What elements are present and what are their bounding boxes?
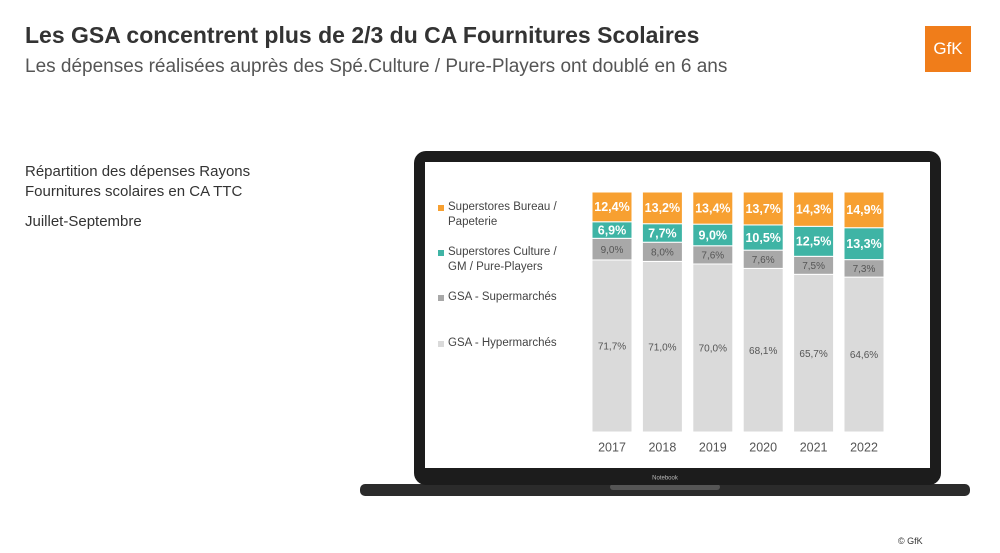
value-label: 68,1% xyxy=(749,346,777,357)
value-label: 7,7% xyxy=(648,226,677,240)
bar-segment xyxy=(641,191,683,225)
legend-label: GSA - Supermarchés xyxy=(448,291,557,303)
value-label: 13,7% xyxy=(745,202,780,216)
bar-segment xyxy=(591,259,633,433)
bar-segment xyxy=(843,191,885,229)
value-label: 6,9% xyxy=(598,223,627,237)
legend-swatch xyxy=(438,341,444,347)
legend-label: Superstores Bureau / Papeterie xyxy=(448,201,557,228)
value-label: 12,5% xyxy=(796,235,831,249)
legend-item: Superstores Bureau / Papeterie xyxy=(438,200,573,230)
value-label: 9,0% xyxy=(601,245,624,256)
value-label: 9,0% xyxy=(699,228,728,242)
legend-swatch xyxy=(438,250,444,256)
value-label: 71,7% xyxy=(598,342,626,353)
legend-label: Superstores Culture / GM / Pure-Players xyxy=(448,246,557,273)
bar-segment xyxy=(793,191,835,227)
x-tick-label: 2017 xyxy=(598,440,626,454)
value-label: 8,0% xyxy=(651,247,674,258)
value-label: 12,4% xyxy=(594,200,629,214)
logo: GfK xyxy=(925,26,971,72)
value-label: 70,0% xyxy=(699,344,727,355)
legend-item: Superstores Culture / GM / Pure-Players xyxy=(438,245,573,275)
x-tick-label: 2021 xyxy=(800,440,828,454)
value-label: 65,7% xyxy=(799,349,827,360)
value-label: 14,3% xyxy=(796,202,831,216)
value-label: 7,5% xyxy=(802,261,825,272)
description: Répartition des dépenses Rayons Fournitu… xyxy=(25,163,251,200)
legend-item: GSA - Supermarchés xyxy=(438,290,573,305)
copyright: © GfK xyxy=(898,536,923,546)
x-tick-label: 2020 xyxy=(749,440,777,454)
subtitle: Les dépenses réalisées auprès des Spé.Cu… xyxy=(25,56,728,77)
x-tick-label: 2022 xyxy=(850,440,878,454)
bar-segment xyxy=(692,263,734,433)
value-label: 13,4% xyxy=(695,201,730,215)
laptop-label: Notebook xyxy=(652,476,679,482)
bar-segment xyxy=(692,191,734,225)
value-label: 10,5% xyxy=(745,231,780,245)
bar-segment xyxy=(591,191,633,223)
legend-swatch xyxy=(438,295,444,301)
period: Juillet-Septembre xyxy=(25,213,142,230)
bar-segment xyxy=(742,191,784,226)
value-label: 7,6% xyxy=(701,251,724,262)
value-label: 64,6% xyxy=(850,350,878,361)
legend-swatch xyxy=(438,205,444,211)
value-label: 7,6% xyxy=(752,255,775,266)
bar-segment xyxy=(843,276,885,433)
bar-segment xyxy=(641,260,683,433)
value-label: 7,3% xyxy=(853,264,876,275)
value-label: 13,3% xyxy=(846,237,881,251)
title: Les GSA concentrent plus de 2/3 du CA Fo… xyxy=(25,22,700,48)
laptop-notch xyxy=(610,484,720,490)
value-label: 14,9% xyxy=(846,203,881,217)
legend-label: GSA - Hypermarchés xyxy=(448,337,557,349)
legend-item: GSA - Hypermarchés xyxy=(438,336,573,351)
x-tick-label: 2018 xyxy=(648,440,676,454)
bar-segment xyxy=(793,273,835,433)
value-label: 71,0% xyxy=(648,342,676,353)
bar-segment xyxy=(843,227,885,261)
x-tick-label: 2019 xyxy=(699,440,727,454)
bar-segment xyxy=(742,267,784,433)
value-label: 13,2% xyxy=(645,201,680,215)
